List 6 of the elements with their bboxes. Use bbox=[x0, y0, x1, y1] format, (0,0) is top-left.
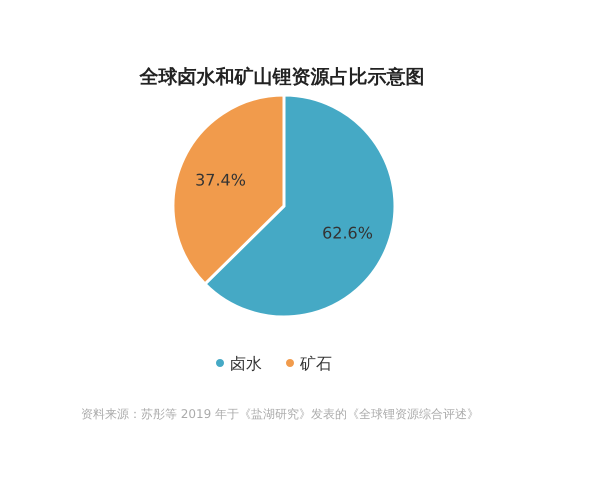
legend-label: 卤水 bbox=[230, 354, 262, 373]
data-label: 62.6% bbox=[322, 224, 373, 243]
chart-title: 全球卤水和矿山锂资源占比示意图 bbox=[138, 66, 424, 88]
legend-label: 矿石 bbox=[299, 354, 332, 373]
data-label: 37.4% bbox=[195, 170, 246, 190]
text: 资料来源：苏彤等 2019 年于《盐湖研究》发表的《全球锂资源综合评述》 bbox=[80, 407, 480, 421]
